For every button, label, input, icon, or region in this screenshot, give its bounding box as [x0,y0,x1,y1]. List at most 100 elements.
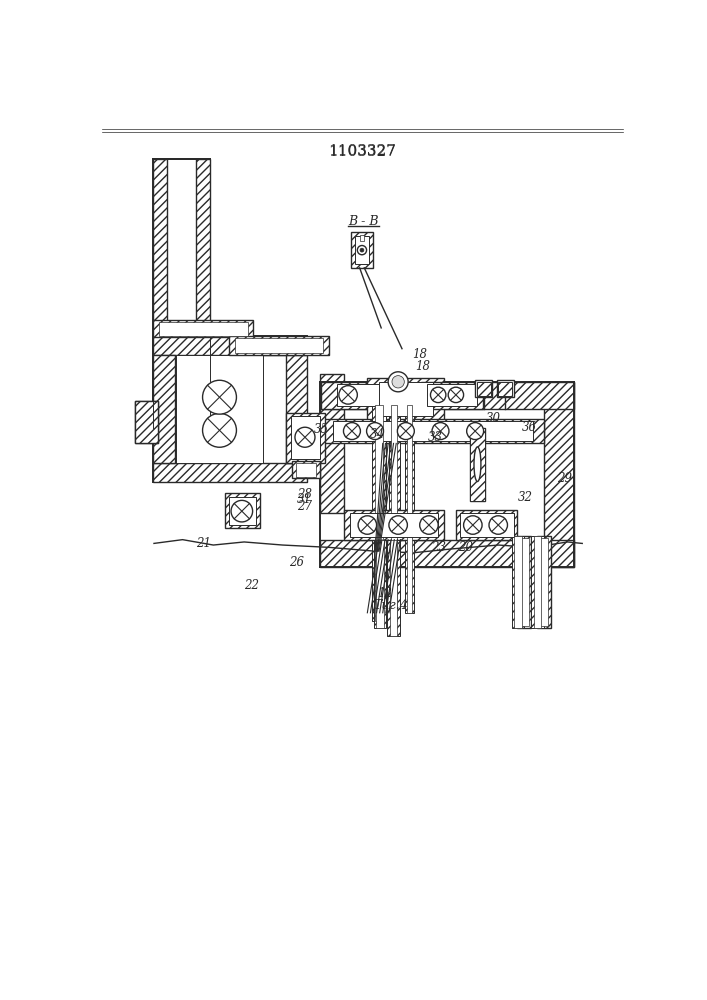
Circle shape [344,423,361,440]
Circle shape [231,500,252,522]
Bar [498,382,512,396]
Bar [320,374,344,513]
Circle shape [448,387,464,403]
Bar [321,419,544,443]
Bar [153,158,167,428]
Bar [337,384,406,406]
Text: 18: 18 [412,348,427,361]
Circle shape [358,516,377,534]
Bar [460,513,514,537]
Bar [344,409,544,540]
Bar [518,536,532,628]
Bar [360,235,364,241]
Text: Τиг.4: Τиг.4 [373,599,408,612]
Text: 18: 18 [415,360,431,373]
Text: 12: 12 [378,587,392,600]
Bar [135,401,158,443]
Circle shape [397,423,414,440]
Bar [532,536,544,628]
Text: 28: 28 [297,488,312,501]
Bar [379,382,433,416]
Bar [539,538,549,626]
Circle shape [432,423,449,440]
Bar [497,380,514,397]
Bar [320,540,573,567]
Circle shape [360,248,364,252]
Text: 22: 22 [245,579,259,592]
Bar [390,540,397,636]
Bar [407,405,412,613]
Circle shape [203,380,236,414]
Circle shape [366,423,383,440]
Bar [426,384,477,406]
Bar [235,338,324,353]
Bar [421,382,483,409]
Text: 26: 26 [289,556,304,569]
Bar [153,336,308,482]
Text: 32: 32 [518,491,532,504]
Bar [135,401,158,443]
Bar [296,463,316,477]
Bar [292,461,320,478]
Bar [405,405,414,613]
Circle shape [467,423,484,440]
Text: 30: 30 [486,412,501,425]
Circle shape [203,413,236,447]
Text: 21: 21 [196,537,211,550]
Bar [291,416,320,459]
Bar [456,510,518,540]
Circle shape [420,516,438,534]
Text: 31: 31 [297,493,312,506]
Bar [286,355,308,463]
Bar [469,428,485,501]
Bar [229,497,256,525]
Text: 33: 33 [428,431,443,444]
Circle shape [392,376,404,388]
Bar [534,536,542,628]
Bar [355,235,369,264]
Text: 35: 35 [314,423,329,436]
Bar [469,428,485,501]
Bar [344,510,444,540]
Text: 29: 29 [557,472,572,485]
Bar [225,493,259,528]
Bar [391,405,397,620]
Bar [153,355,175,463]
Circle shape [464,516,482,534]
Circle shape [389,516,407,534]
Bar [351,232,373,268]
Bar [368,378,444,420]
Text: 1103327: 1103327 [328,144,396,158]
Bar [197,158,210,428]
Bar [153,320,253,337]
Bar [376,540,383,628]
Bar [176,355,262,463]
Text: B - B: B - B [349,215,379,228]
Text: 20: 20 [457,541,473,554]
Bar [351,513,438,537]
Circle shape [431,387,446,403]
Text: 23: 23 [431,541,445,554]
Bar [544,382,573,567]
Bar [512,536,525,628]
Bar [475,380,492,397]
Circle shape [339,386,357,404]
Bar [160,322,248,336]
Ellipse shape [474,447,481,482]
Circle shape [357,246,366,255]
Bar [520,538,529,626]
Text: 1103327: 1103327 [328,145,396,159]
Bar [333,421,533,441]
Bar [229,336,329,355]
Bar [387,540,399,636]
Bar [373,540,386,628]
Circle shape [489,516,508,534]
Text: 34: 34 [370,428,385,441]
Bar [375,405,382,620]
Bar [389,405,399,620]
Bar [515,536,522,628]
Text: 36: 36 [522,421,537,434]
Bar [321,382,409,409]
Bar [153,336,308,355]
Bar [286,413,325,463]
